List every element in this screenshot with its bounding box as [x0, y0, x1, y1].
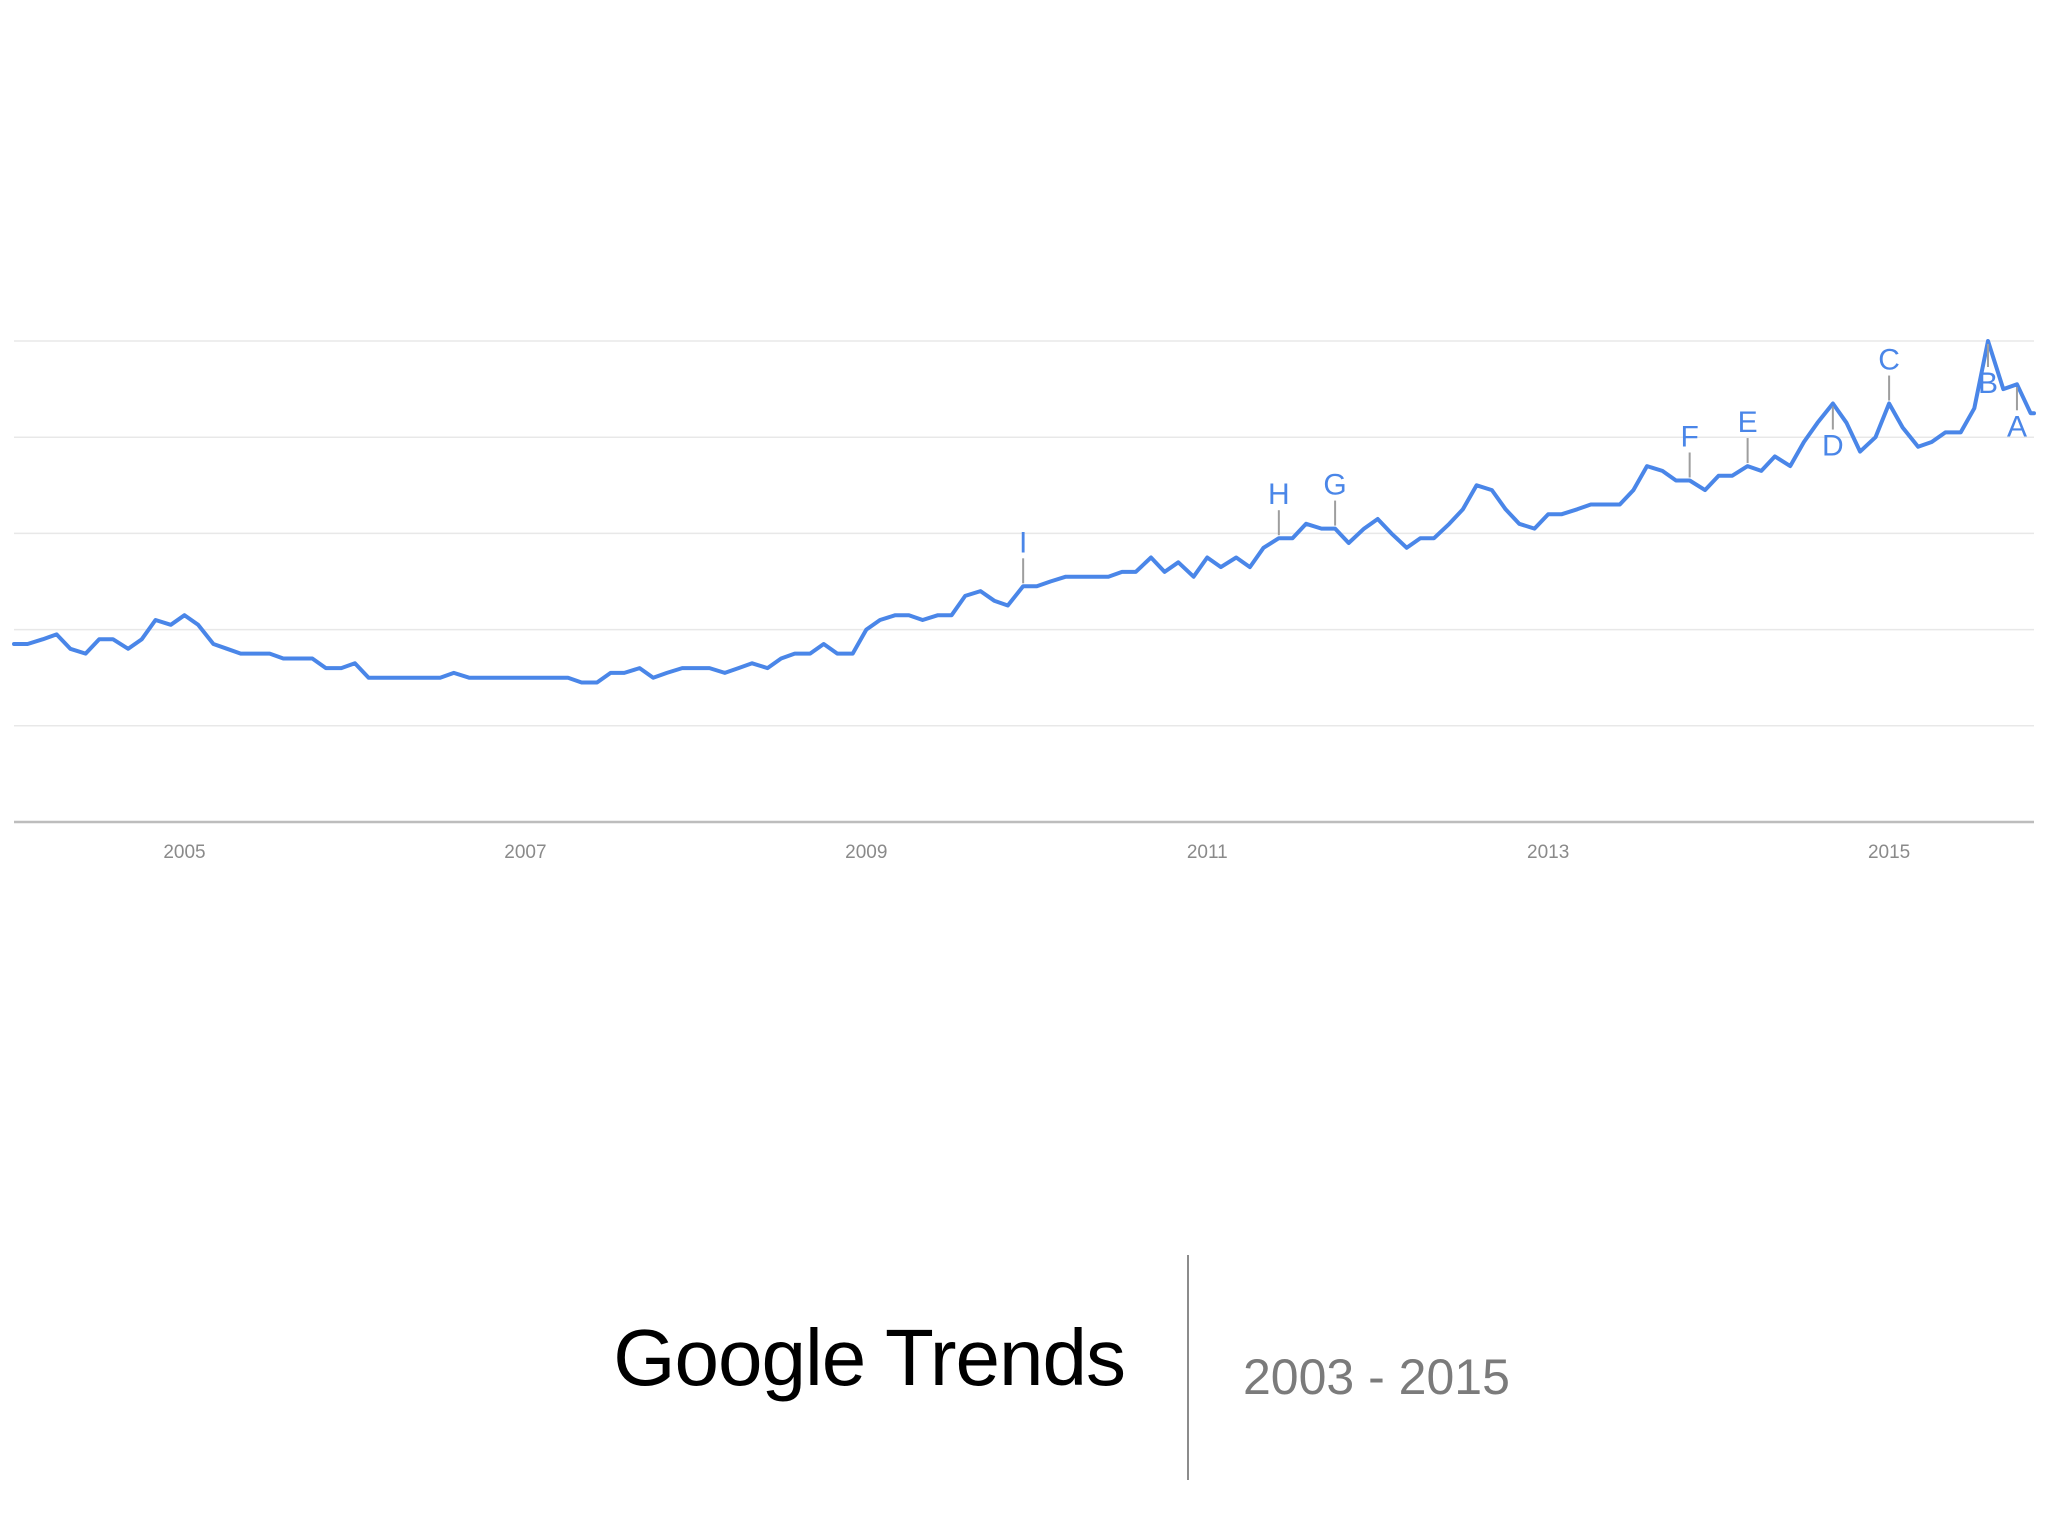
annotation-label: H: [1268, 478, 1290, 511]
x-tick-label: 2009: [845, 842, 887, 863]
annotation-marker-g[interactable]: G: [1323, 469, 1347, 526]
footer-divider: [1187, 1255, 1189, 1480]
x-tick-label: 2015: [1868, 842, 1910, 863]
annotation-label: E: [1738, 406, 1758, 439]
annotation-marker-h[interactable]: H: [1268, 478, 1290, 536]
annotation-marker-i[interactable]: I: [1019, 526, 1027, 584]
annotation-marker-c[interactable]: C: [1878, 344, 1900, 401]
annotation-marker-b[interactable]: B: [1978, 344, 1998, 400]
annotation-label: C: [1878, 344, 1900, 377]
annotation-label: F: [1680, 420, 1698, 453]
annotation-marker-e[interactable]: E: [1738, 406, 1758, 464]
x-axis: 2005 2007 2009 2011 2013 2015: [14, 820, 2034, 863]
annotation-label: A: [2007, 410, 2027, 443]
x-tick-label: 2013: [1527, 842, 1569, 863]
date-range: 2003 - 2015: [1243, 1349, 1510, 1405]
annotation-marker-a[interactable]: A: [2007, 387, 2027, 443]
slide-title: Google Trends: [613, 1313, 1126, 1402]
annotation-marker-f[interactable]: F: [1680, 420, 1699, 478]
series-line: [12, 339, 2036, 685]
annotation-label: G: [1323, 469, 1346, 502]
annotation-label: D: [1822, 430, 1844, 463]
annotation-label: I: [1019, 526, 1027, 559]
x-tick-label: 2007: [504, 842, 546, 863]
annotation-marker-d[interactable]: D: [1822, 406, 1844, 463]
x-tick-label: 2005: [163, 842, 205, 863]
series-layer: [12, 339, 2036, 685]
x-tick-label: 2011: [1187, 842, 1228, 863]
annotation-label: B: [1978, 367, 1998, 400]
annotation-markers: I H G F E D C BA: [1019, 344, 2027, 584]
gridlines: [14, 340, 2034, 727]
